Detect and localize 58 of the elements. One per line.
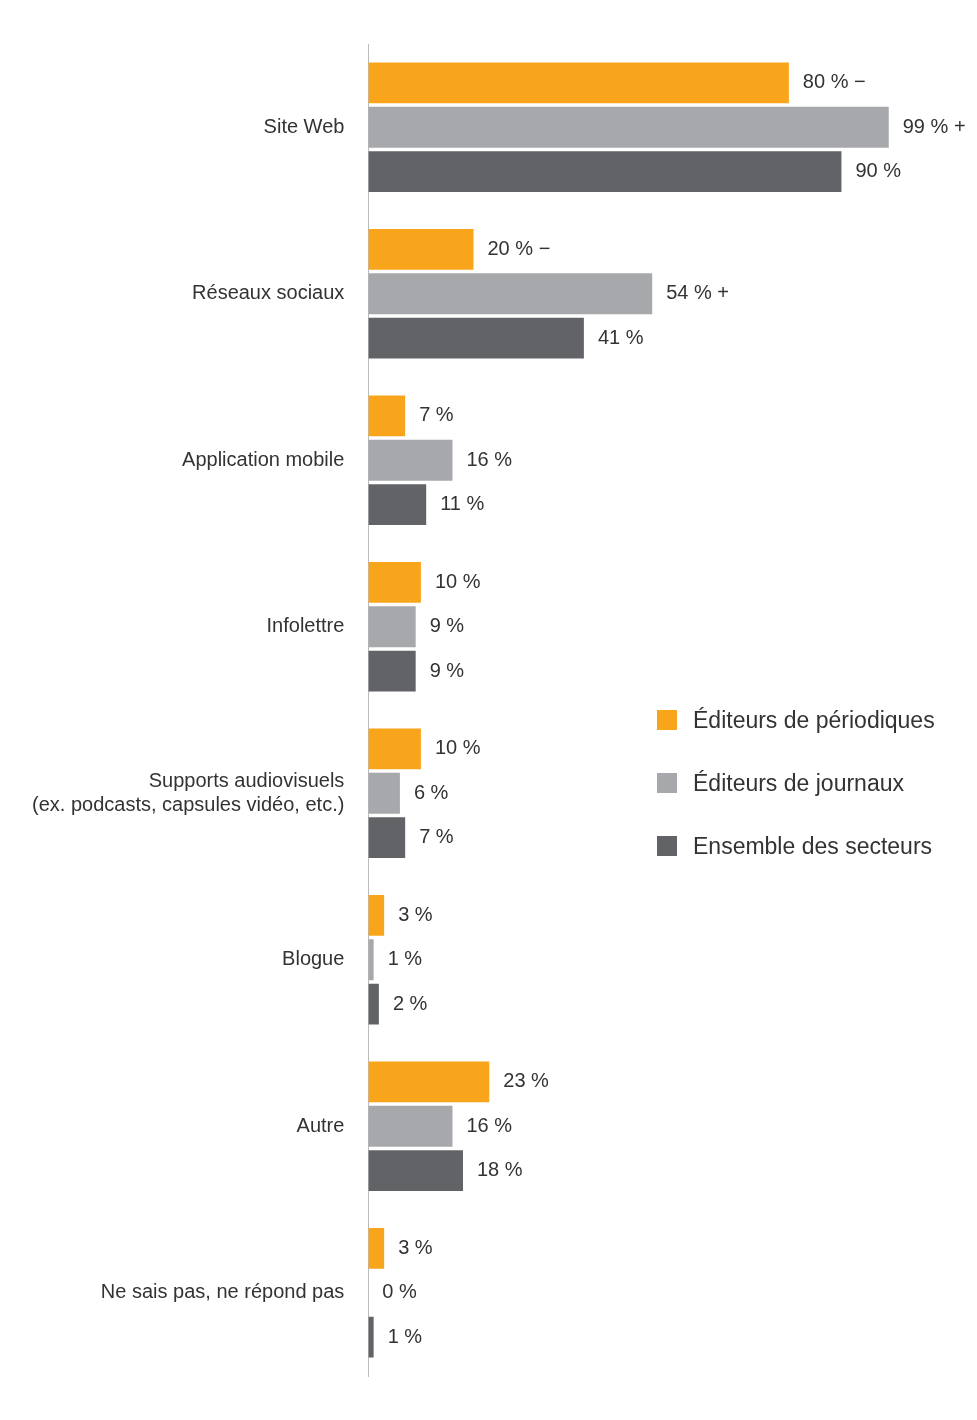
data-label: 20 % − [487, 236, 551, 259]
bar [368, 817, 406, 859]
bar [368, 151, 842, 193]
data-label: 11 % [440, 492, 485, 515]
bar [368, 484, 427, 526]
data-label: 9 % [429, 658, 465, 681]
data-label: 23 % [503, 1069, 550, 1092]
bar [368, 106, 889, 148]
data-label: 18 % [476, 1158, 523, 1181]
data-label: 3 % [398, 902, 433, 925]
data-label: 3 % [398, 1235, 433, 1258]
data-label: 80 % − [802, 70, 866, 93]
bar [368, 1105, 453, 1147]
bar [368, 1061, 490, 1103]
y-tick-label: Site Web [263, 114, 345, 137]
data-label: 10 % [434, 569, 481, 592]
data-label: 2 % [392, 991, 428, 1014]
data-label: 7 % [419, 403, 454, 426]
data-label: 41 % [597, 325, 644, 348]
bar [368, 894, 385, 936]
data-label: 54 % + [666, 281, 730, 304]
data-label: 10 % [434, 736, 481, 759]
y-tick-label: Ne sais pas, ne répond pas [100, 1280, 345, 1303]
data-label: 1 % [387, 1324, 423, 1347]
y-tick-label: Autre [296, 1113, 345, 1136]
data-label: 16 % [466, 447, 513, 470]
data-label: 1 % [387, 947, 423, 970]
legend-label: Ensemble des secteurs [693, 832, 933, 860]
data-label: 0 % [382, 1280, 418, 1303]
bar [368, 62, 789, 104]
y-tick-label: Supports audiovisuels (ex. podcasts, capsules vidéo, etc.) [32, 768, 345, 815]
data-label: 99 % + [902, 114, 966, 137]
legend-label: Éditeurs de périodiques [693, 706, 935, 734]
bar [368, 317, 584, 359]
y-tick-label: Infolettre [266, 614, 345, 637]
bar [368, 1316, 374, 1358]
data-label: 6 % [413, 780, 449, 803]
data-label: 7 % [419, 825, 454, 848]
bar [368, 939, 374, 981]
bar [368, 650, 416, 692]
data-label: 90 % [855, 159, 902, 182]
bar [368, 983, 379, 1025]
legend-label: Éditeurs de journaux [693, 769, 904, 797]
bar [368, 728, 421, 770]
y-tick-label: Réseaux sociaux [192, 281, 345, 304]
bar [368, 561, 421, 603]
bar [368, 439, 453, 481]
y-tick-label: Blogue [282, 947, 345, 970]
y-tick-label: Application mobile [182, 447, 345, 470]
data-label: 9 % [429, 614, 465, 637]
data-label: 16 % [466, 1113, 513, 1136]
bar [368, 1227, 385, 1269]
bar [368, 273, 653, 315]
bar [368, 1150, 463, 1192]
bar [368, 606, 416, 648]
bar [368, 395, 406, 437]
bar [368, 772, 400, 814]
bar [368, 228, 474, 270]
